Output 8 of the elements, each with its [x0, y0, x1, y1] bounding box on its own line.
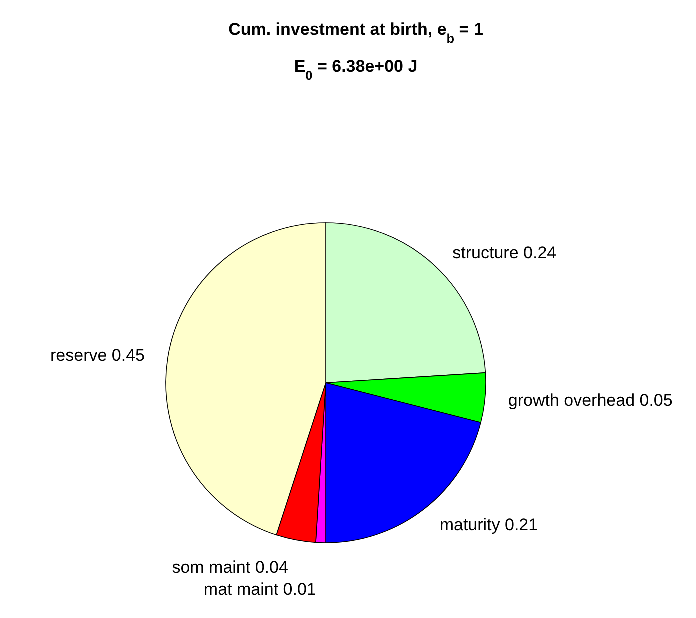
slice-label: growth overhead 0.05: [508, 390, 673, 410]
chart-subtitle: E$_{0}$ = 6.38e+00 J: [294, 57, 418, 82]
slice-label: som maint 0.04: [172, 558, 288, 578]
slice-label: structure 0.24: [452, 243, 557, 262]
slice-label: maturity 0.21: [440, 516, 538, 535]
slice-label: mat maint 0.01: [204, 580, 316, 600]
slice-label: reserve 0.45: [50, 346, 146, 365]
chart-title: Cum. investment at birth, e$_{b}$ = 1: [228, 20, 484, 46]
